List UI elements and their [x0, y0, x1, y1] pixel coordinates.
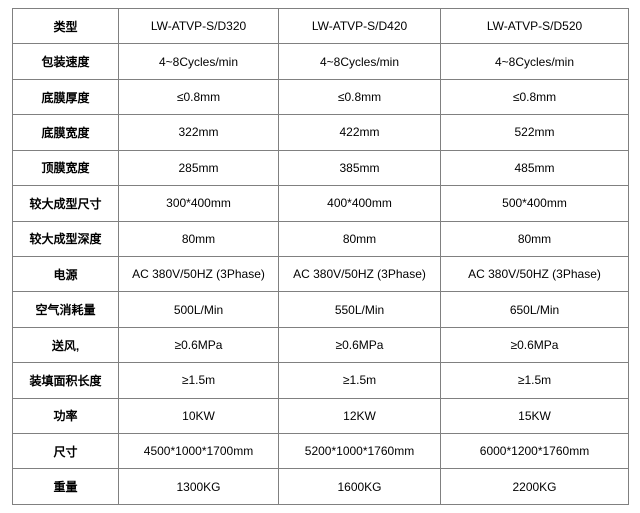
table-row-weight: 重量 1300KG 1600KG 2200KG [12, 468, 629, 505]
table-row-air-consumption: 空气消耗量 500L/Min 550L/Min 650L/Min [12, 291, 629, 328]
table-row-filling-area-length: 装填面积长度 ≥1.5m ≥1.5m ≥1.5m [12, 362, 629, 399]
value-cell: 650L/Min [440, 291, 629, 328]
row-label: 底膜厚度 [12, 78, 119, 116]
row-label: 电源 [12, 255, 119, 293]
table-row-max-forming-depth: 较大成型深度 80mm 80mm 80mm [12, 220, 629, 257]
model-name-cell: LW-ATVP-S/D520 [440, 7, 629, 45]
value-cell: 422mm [278, 114, 441, 151]
value-cell: 10KW [118, 397, 279, 435]
value-cell: 485mm [440, 149, 629, 187]
value-cell: 550L/Min [278, 291, 441, 328]
value-cell: 1300KG [118, 468, 279, 505]
row-label: 送风, [12, 326, 119, 364]
value-cell: 80mm [440, 220, 629, 257]
table-row-packing-speed: 包装速度 4~8Cycles/min 4~8Cycles/min 4~8Cycl… [12, 43, 629, 80]
spec-table: 类型 LW-ATVP-S/D320 LW-ATVP-S/D420 LW-ATVP… [12, 7, 629, 505]
value-cell: 80mm [118, 220, 279, 257]
value-cell: 12KW [278, 397, 441, 435]
value-cell: AC 380V/50HZ (3Phase) [440, 255, 629, 293]
table-row-max-forming-size: 较大成型尺寸 300*400mm 400*400mm 500*400mm [12, 185, 629, 222]
row-label: 类型 [12, 7, 119, 45]
table-row-power: 功率 10KW 12KW 15KW [12, 397, 629, 435]
row-label: 顶膜宽度 [12, 149, 119, 187]
value-cell: ≤0.8mm [278, 78, 441, 116]
row-label: 较大成型深度 [12, 220, 119, 257]
row-label: 功率 [12, 397, 119, 435]
value-cell: 4~8Cycles/min [440, 43, 629, 80]
value-cell: 5200*1000*1760mm [278, 433, 441, 470]
row-label: 空气消耗量 [12, 291, 119, 328]
value-cell: 385mm [278, 149, 441, 187]
value-cell: 322mm [118, 114, 279, 151]
table-row-top-film-width: 顶膜宽度 285mm 385mm 485mm [12, 149, 629, 187]
value-cell: ≤0.8mm [440, 78, 629, 116]
row-label: 装填面积长度 [12, 362, 119, 399]
value-cell: ≤0.8mm [118, 78, 279, 116]
value-cell: AC 380V/50HZ (3Phase) [278, 255, 441, 293]
row-label: 重量 [12, 468, 119, 505]
table-row-air-supply: 送风, ≥0.6MPa ≥0.6MPa ≥0.6MPa [12, 326, 629, 364]
table-row-power-supply: 电源 AC 380V/50HZ (3Phase) AC 380V/50HZ (3… [12, 255, 629, 293]
value-cell: 15KW [440, 397, 629, 435]
value-cell: ≥1.5m [440, 362, 629, 399]
row-label: 尺寸 [12, 433, 119, 470]
value-cell: ≥0.6MPa [440, 326, 629, 364]
value-cell: 500L/Min [118, 291, 279, 328]
value-cell: 500*400mm [440, 185, 629, 222]
value-cell: ≥1.5m [278, 362, 441, 399]
row-label: 较大成型尺寸 [12, 185, 119, 222]
table-row-bottom-film-thickness: 底膜厚度 ≤0.8mm ≤0.8mm ≤0.8mm [12, 78, 629, 116]
table-row-dimensions: 尺寸 4500*1000*1700mm 5200*1000*1760mm 600… [12, 433, 629, 470]
value-cell: 285mm [118, 149, 279, 187]
value-cell: 6000*1200*1760mm [440, 433, 629, 470]
value-cell: 4~8Cycles/min [118, 43, 279, 80]
value-cell: 4500*1000*1700mm [118, 433, 279, 470]
value-cell: 300*400mm [118, 185, 279, 222]
row-label: 底膜宽度 [12, 114, 119, 151]
value-cell: ≥1.5m [118, 362, 279, 399]
value-cell: 522mm [440, 114, 629, 151]
model-name-cell: LW-ATVP-S/D320 [118, 7, 279, 45]
model-name-cell: LW-ATVP-S/D420 [278, 7, 441, 45]
value-cell: 1600KG [278, 468, 441, 505]
value-cell: ≥0.6MPa [278, 326, 441, 364]
table-row-type: 类型 LW-ATVP-S/D320 LW-ATVP-S/D420 LW-ATVP… [12, 7, 629, 45]
value-cell: 2200KG [440, 468, 629, 505]
row-label: 包装速度 [12, 43, 119, 80]
value-cell: 400*400mm [278, 185, 441, 222]
value-cell: 4~8Cycles/min [278, 43, 441, 80]
value-cell: ≥0.6MPa [118, 326, 279, 364]
table-row-bottom-film-width: 底膜宽度 322mm 422mm 522mm [12, 114, 629, 151]
value-cell: 80mm [278, 220, 441, 257]
value-cell: AC 380V/50HZ (3Phase) [118, 255, 279, 293]
